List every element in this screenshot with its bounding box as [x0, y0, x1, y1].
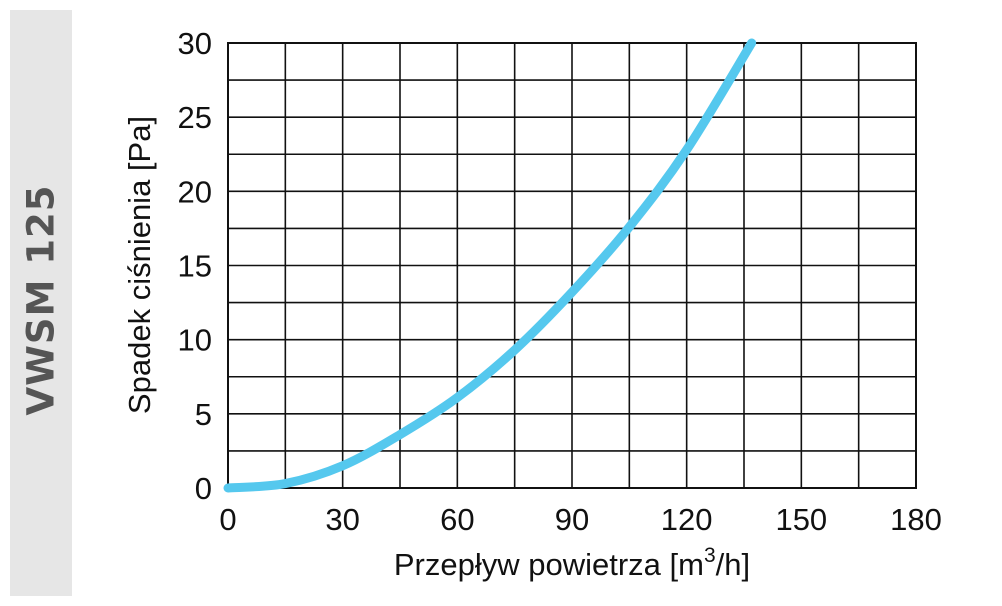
x-tick-label: 90 [555, 502, 589, 537]
y-tick-label: 0 [195, 471, 212, 506]
y-tick-label: 25 [178, 100, 212, 135]
plot-frame [227, 42, 917, 489]
x-tick-label: 30 [325, 502, 359, 537]
x-axis-label-prefix: Przepływ powietrza [m [394, 547, 704, 582]
y-tick-label: 10 [178, 323, 212, 358]
x-axis-label-suffix: /h] [716, 547, 750, 582]
x-axis-ticks: 0 30 60 90 120 150 180 [219, 502, 941, 537]
chart-grid [228, 43, 916, 488]
x-axis-label-superscript: 3 [704, 544, 716, 567]
x-tick-label: 0 [219, 502, 236, 537]
x-tick-label: 60 [440, 502, 474, 537]
y-tick-label: 30 [178, 26, 212, 61]
side-band [10, 10, 72, 596]
y-axis-label: Spadek ciśnienia [Pa] [122, 116, 157, 414]
x-tick-label: 120 [661, 502, 713, 537]
x-tick-label: 150 [775, 502, 827, 537]
y-axis-ticks: 0 5 10 15 20 25 30 [178, 26, 212, 506]
y-tick-label: 5 [195, 397, 212, 432]
y-tick-label: 20 [178, 174, 212, 209]
y-tick-label: 15 [178, 249, 212, 284]
x-tick-label: 180 [890, 502, 942, 537]
x-axis-label: Przepływ powietrza [m3/h] [394, 544, 750, 582]
series-line [223, 38, 757, 493]
